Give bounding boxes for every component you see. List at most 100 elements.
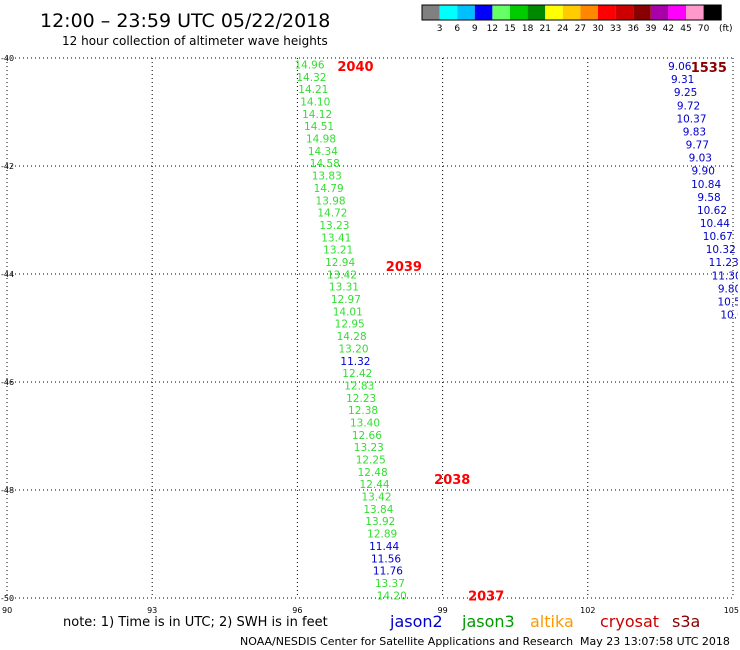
scale-swatch bbox=[668, 5, 686, 20]
swh-value: 10.37 bbox=[676, 113, 706, 125]
axis-ticks: -40 -42 -44 -46 -48 -50 90 93 96 99 102 105 bbox=[1, 54, 739, 615]
scale-swatch bbox=[422, 5, 440, 20]
swh-value: 14.79 bbox=[314, 183, 344, 195]
footer-note: note: 1) Time is in UTC; 2) SWH is in fe… bbox=[63, 615, 328, 630]
swh-value: 9.83 bbox=[683, 126, 706, 138]
swh-value: 14.10 bbox=[300, 97, 330, 109]
chart-subtitle: 12 hour collection of altimeter wave hei… bbox=[62, 34, 328, 48]
scale-swatch bbox=[474, 5, 493, 20]
scale-swatch bbox=[545, 5, 563, 20]
x-tick-label: 105 bbox=[724, 606, 739, 615]
swh-value: 13.92 bbox=[365, 516, 395, 528]
footer-credit: NOAA/NESDIS Center for Satellite Applica… bbox=[240, 635, 573, 648]
swh-value: 12.23 bbox=[346, 393, 376, 405]
legend-cryosat: cryosat bbox=[600, 612, 659, 631]
swh-value: 14.96 bbox=[294, 59, 324, 71]
swh-value: 13.41 bbox=[321, 232, 351, 244]
swh-value: 14.98 bbox=[306, 134, 336, 146]
color-scale: 3 6 9 12 15 18 21 24 27 30 33 36 39 42 45 70 (ft) bbox=[421, 4, 733, 34]
swh-value: 9.77 bbox=[686, 140, 709, 152]
swh-value: 13.31 bbox=[329, 282, 359, 294]
swh-value: 13.21 bbox=[323, 245, 353, 257]
satellite-legend: jason2 jason3 altika cryosat s3a bbox=[389, 612, 700, 631]
y-tick-label: -42 bbox=[1, 162, 14, 171]
y-tick-label: -44 bbox=[1, 270, 14, 279]
time-label: 2040 bbox=[337, 60, 373, 75]
scale-unit: (ft) bbox=[719, 24, 733, 34]
scale-swatch bbox=[686, 5, 704, 20]
swh-value: 14.58 bbox=[310, 158, 340, 170]
swh-value: 10.00 bbox=[720, 310, 740, 322]
scale-label: 36 bbox=[627, 24, 639, 34]
swh-value: 10.32 bbox=[706, 244, 736, 256]
scale-swatch bbox=[562, 5, 581, 20]
scale-swatch bbox=[615, 5, 634, 20]
swh-value: 14.32 bbox=[296, 72, 326, 84]
scale-swatch bbox=[439, 5, 458, 20]
swh-value: 9.90 bbox=[692, 166, 715, 178]
scale-swatch bbox=[457, 5, 475, 20]
swh-value: 10.44 bbox=[700, 218, 730, 230]
scale-label: 18 bbox=[522, 24, 534, 34]
scale-border bbox=[421, 4, 722, 21]
swh-value: 14.34 bbox=[308, 146, 338, 158]
scale-swatch bbox=[527, 5, 546, 20]
scale-swatch bbox=[598, 5, 616, 20]
time-label: 1535 bbox=[691, 61, 727, 76]
plot-grid bbox=[6, 57, 734, 599]
data-points: 14.9614.3214.2114.1014.1214.5114.9814.34… bbox=[294, 59, 740, 602]
swh-value: 13.37 bbox=[375, 578, 405, 590]
swh-value: 10.62 bbox=[697, 205, 727, 217]
time-label: 2039 bbox=[386, 260, 422, 275]
scale-label: 9 bbox=[472, 24, 478, 34]
y-tick-label: -46 bbox=[1, 378, 14, 387]
swh-value: 14.72 bbox=[317, 208, 347, 220]
swh-value: 14.21 bbox=[298, 84, 328, 96]
scale-swatch bbox=[492, 5, 510, 20]
swh-value: 14.28 bbox=[337, 331, 367, 343]
swh-value: 9.03 bbox=[689, 153, 712, 165]
swh-value: 14.51 bbox=[304, 121, 334, 133]
legend-altika: altika bbox=[530, 612, 574, 631]
swh-value: 12.94 bbox=[325, 257, 355, 269]
swh-value: 13.40 bbox=[350, 417, 380, 429]
x-tick-label: 93 bbox=[147, 606, 157, 615]
scale-swatch bbox=[633, 5, 651, 20]
swh-value: 11.76 bbox=[373, 566, 403, 578]
swh-value: 13.42 bbox=[361, 492, 391, 504]
time-label: 2038 bbox=[434, 473, 470, 488]
legend-jason3: jason3 bbox=[461, 612, 515, 631]
swh-value: 13.23 bbox=[354, 442, 384, 454]
scale-label: 12 bbox=[487, 24, 498, 34]
x-tick-label: 102 bbox=[580, 606, 595, 615]
swh-value: 14.12 bbox=[302, 109, 332, 121]
x-tick-label: 96 bbox=[292, 606, 302, 615]
swh-value: 11.32 bbox=[340, 356, 370, 368]
swh-value: 10.84 bbox=[691, 179, 721, 191]
time-label: 2037 bbox=[468, 589, 504, 604]
swh-value: 11.30 bbox=[712, 270, 740, 282]
swh-value: 13.42 bbox=[327, 269, 357, 281]
swh-value: 12.95 bbox=[335, 319, 365, 331]
scale-label: 24 bbox=[557, 24, 569, 34]
swh-value: 12.66 bbox=[352, 430, 382, 442]
x-tick-label: 90 bbox=[2, 606, 12, 615]
chart-title: 12:00 – 23:59 UTC 05/22/2018 bbox=[40, 10, 330, 32]
swh-value: 12.83 bbox=[344, 380, 374, 392]
scale-label: 45 bbox=[680, 24, 691, 34]
scale-label: 3 bbox=[437, 24, 443, 34]
swh-value: 11.44 bbox=[369, 541, 399, 553]
swh-value: 9.80 bbox=[718, 283, 740, 295]
swh-value: 10.67 bbox=[703, 231, 733, 243]
y-tick-label: -50 bbox=[1, 594, 14, 603]
swh-value: 9.31 bbox=[671, 74, 694, 86]
scale-swatch bbox=[580, 5, 598, 20]
swh-value: 11.23 bbox=[709, 257, 739, 269]
swh-value: 10.50 bbox=[717, 296, 740, 308]
swh-value: 12.44 bbox=[360, 479, 390, 491]
time-labels: 2040 2039 2038 2037 1535 bbox=[337, 60, 727, 604]
scale-label: 21 bbox=[539, 24, 550, 34]
swh-value: 9.25 bbox=[674, 87, 697, 99]
scale-label: 27 bbox=[575, 24, 586, 34]
scale-swatch bbox=[510, 5, 528, 20]
